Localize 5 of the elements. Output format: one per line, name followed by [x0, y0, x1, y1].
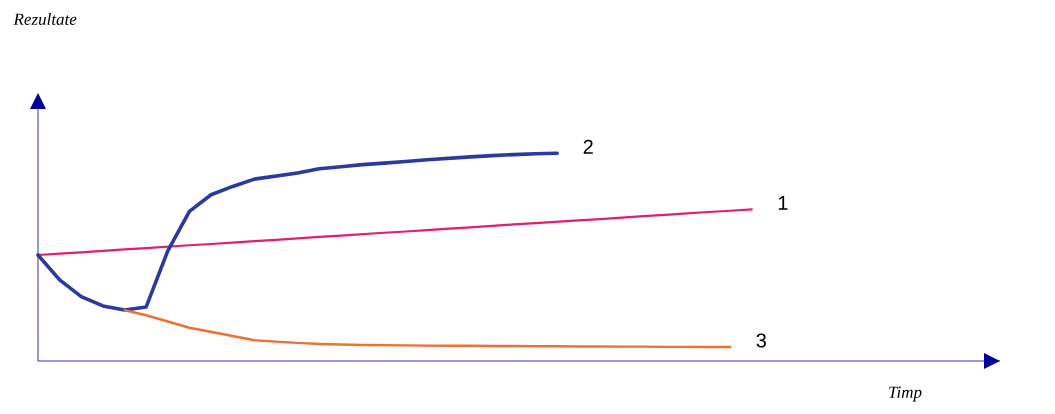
- series-label: 1: [778, 196, 788, 210]
- series-label: 2: [583, 139, 593, 154]
- text: Rezultate: [13, 13, 77, 25]
- text: Timp: [889, 386, 922, 402]
- series-label: 3: [756, 333, 766, 348]
